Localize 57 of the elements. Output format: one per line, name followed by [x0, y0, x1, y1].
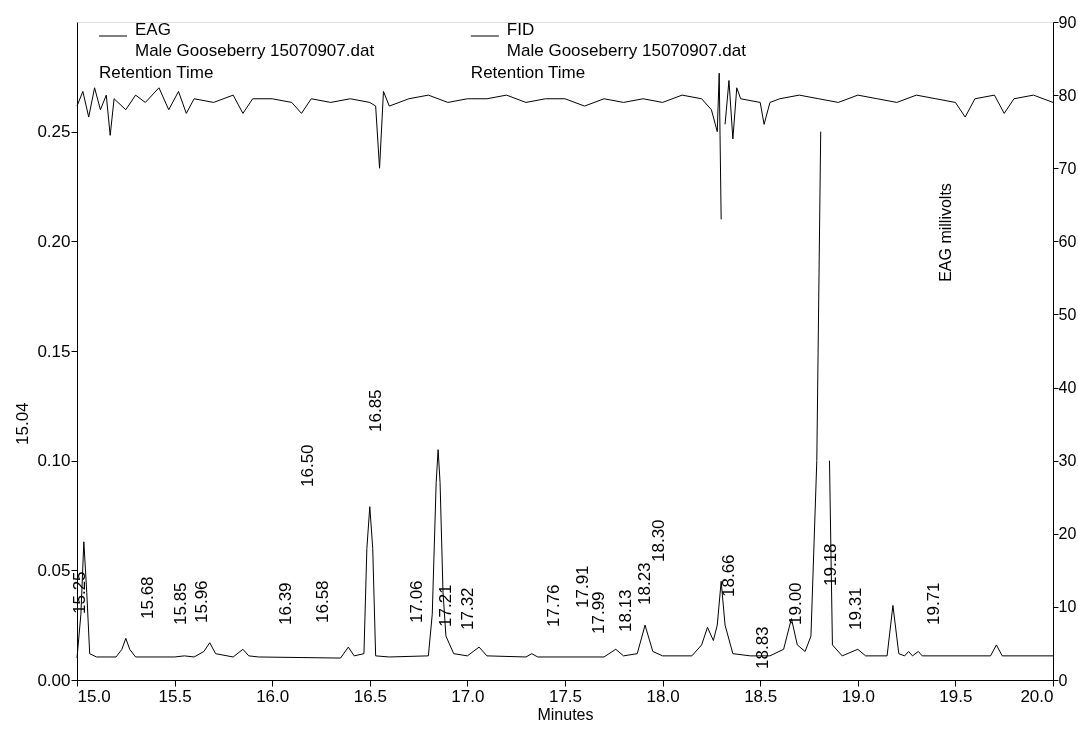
x-tick-label: 17.5 — [548, 686, 583, 706]
annotation: 18.23 — [635, 562, 654, 605]
y2-tick-label: 0 — [1058, 671, 1068, 689]
y-tick-label: 0.00 — [37, 670, 71, 690]
annotation: Retention Time — [470, 63, 586, 82]
x-tick-label: 18.0 — [646, 686, 680, 706]
legend-label: EAG Male Gooseberry 15070907.dat — [135, 20, 375, 60]
y2-tick-label: 80 — [1058, 86, 1077, 104]
annotation: 15.25 — [70, 571, 89, 614]
annotation: 17.76 — [544, 584, 563, 627]
y2-tick-label: 60 — [1058, 232, 1077, 250]
x-tick-label: 17.0 — [451, 686, 485, 706]
annotation: Retention Time — [99, 63, 214, 82]
annotation: 16.39 — [276, 582, 295, 625]
annotation: 17.32 — [458, 587, 477, 630]
x-tick-label: 18.5 — [744, 686, 778, 706]
y-tick-label: 0.15 — [37, 341, 71, 361]
annotation: 17.91 — [573, 565, 592, 608]
x-tick-label: 16.0 — [256, 686, 290, 706]
annotation: 15.96 — [192, 580, 211, 623]
annotation: 18.30 — [649, 519, 668, 562]
annotation: 18.83 — [753, 626, 772, 669]
y2-tick-label: 30 — [1058, 452, 1077, 470]
y-tick-label: 0.25 — [37, 122, 71, 142]
annotation: 19.18 — [821, 543, 840, 586]
y2-tick-label: 50 — [1058, 305, 1077, 323]
y2-axis-title: EAG millivolts — [936, 183, 954, 282]
y2-tick-label: 10 — [1058, 598, 1077, 616]
y2-tick-label: 20 — [1058, 525, 1077, 543]
y-tick-label: 0.05 — [37, 560, 71, 580]
x-tick-label: 19.0 — [841, 686, 875, 706]
annotation: 18.13 — [616, 589, 635, 632]
x-tick-label: 19.5 — [939, 686, 973, 706]
annotation: 19.71 — [924, 582, 943, 625]
y2-tick-label: 70 — [1058, 159, 1077, 177]
annotation: 16.58 — [313, 580, 332, 623]
text: 15.04 — [13, 402, 32, 445]
x-axis-title: Minutes — [537, 705, 594, 723]
y2-tick-label: 40 — [1058, 379, 1077, 397]
annotation: 17.21 — [436, 584, 455, 627]
annotation: 17.06 — [407, 580, 426, 623]
annotation: 17.99 — [589, 591, 608, 634]
annotation: 15.85 — [171, 582, 190, 625]
x-tick-label: 16.5 — [353, 686, 387, 706]
annotation: 18.66 — [719, 554, 738, 597]
y-tick-label: 0.10 — [37, 451, 71, 471]
annotation: 16.85 — [366, 389, 385, 432]
annotation: 19.00 — [786, 582, 805, 625]
x-tick-label: 15.5 — [158, 686, 192, 706]
annotation: 16.50 — [298, 444, 317, 487]
x-tick-label: 15.0 — [77, 686, 111, 706]
y-tick-label: 0.20 — [37, 231, 71, 251]
annotation: 15.68 — [138, 576, 157, 619]
y2-tick-label: 90 — [1058, 13, 1077, 31]
x-tick-label: 20.0 — [1020, 686, 1054, 706]
legend-label: FID Male Gooseberry 15070907.dat — [506, 20, 747, 60]
annotation: 19.31 — [846, 587, 865, 630]
